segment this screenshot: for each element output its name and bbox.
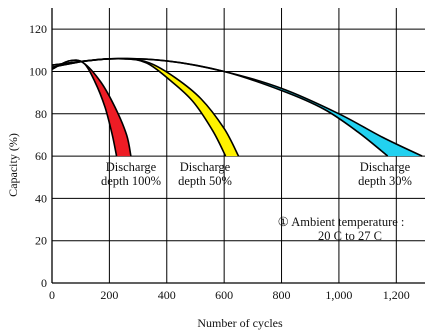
series-upper-curve-2	[51, 57, 240, 157]
x-tick-label-1000: 1,000	[325, 288, 352, 302]
series-label-3-line-1: Discharge	[360, 160, 411, 174]
curve-layer	[51, 57, 423, 157]
series-fill-1	[83, 63, 131, 157]
series-lower-curve-3	[51, 57, 389, 157]
x-tick-label-200: 200	[100, 288, 118, 302]
x-tick-label-0: 0	[49, 288, 55, 302]
series-lower-curve-1	[51, 59, 118, 157]
series-label-2-line-2: depth 50%	[178, 174, 232, 188]
x-tick-label-400: 400	[158, 288, 176, 302]
y-tick-label-0: 0	[41, 276, 47, 290]
y-axis-label: Capacity (%)	[6, 133, 20, 197]
x-axis-label: Number of cycles	[197, 316, 283, 330]
ambient-temperature-note-line-1: ① Ambient temperature :	[278, 215, 405, 229]
y-tick-label-100: 100	[29, 64, 47, 78]
series-label-3-line-2: depth 30%	[358, 174, 412, 188]
x-tick-label-800: 800	[273, 288, 291, 302]
series-label-1-line-2: depth 100%	[101, 174, 161, 188]
axis-layer: 0 200 400 600 800 1,000 1,200 0 20 40 60 80 100 120	[29, 8, 425, 302]
series-label-2-line-1: Discharge	[180, 160, 231, 174]
y-tick-label-40: 40	[35, 191, 47, 205]
y-tick-label-20: 20	[35, 234, 47, 248]
series-label-1-line-1: Discharge	[106, 160, 157, 174]
x-tick-label-600: 600	[215, 288, 233, 302]
series-fill-2	[123, 58, 239, 157]
x-tick-label-1200: 1,200	[383, 288, 410, 302]
fill-layer	[83, 58, 423, 157]
series-fill-3	[224, 71, 423, 157]
ambient-temperature-note-line-2: 20 C to 27 C	[318, 229, 382, 243]
y-tick-label-60: 60	[35, 149, 47, 163]
y-tick-label-120: 120	[29, 22, 47, 36]
y-tick-label-80: 80	[35, 107, 47, 121]
